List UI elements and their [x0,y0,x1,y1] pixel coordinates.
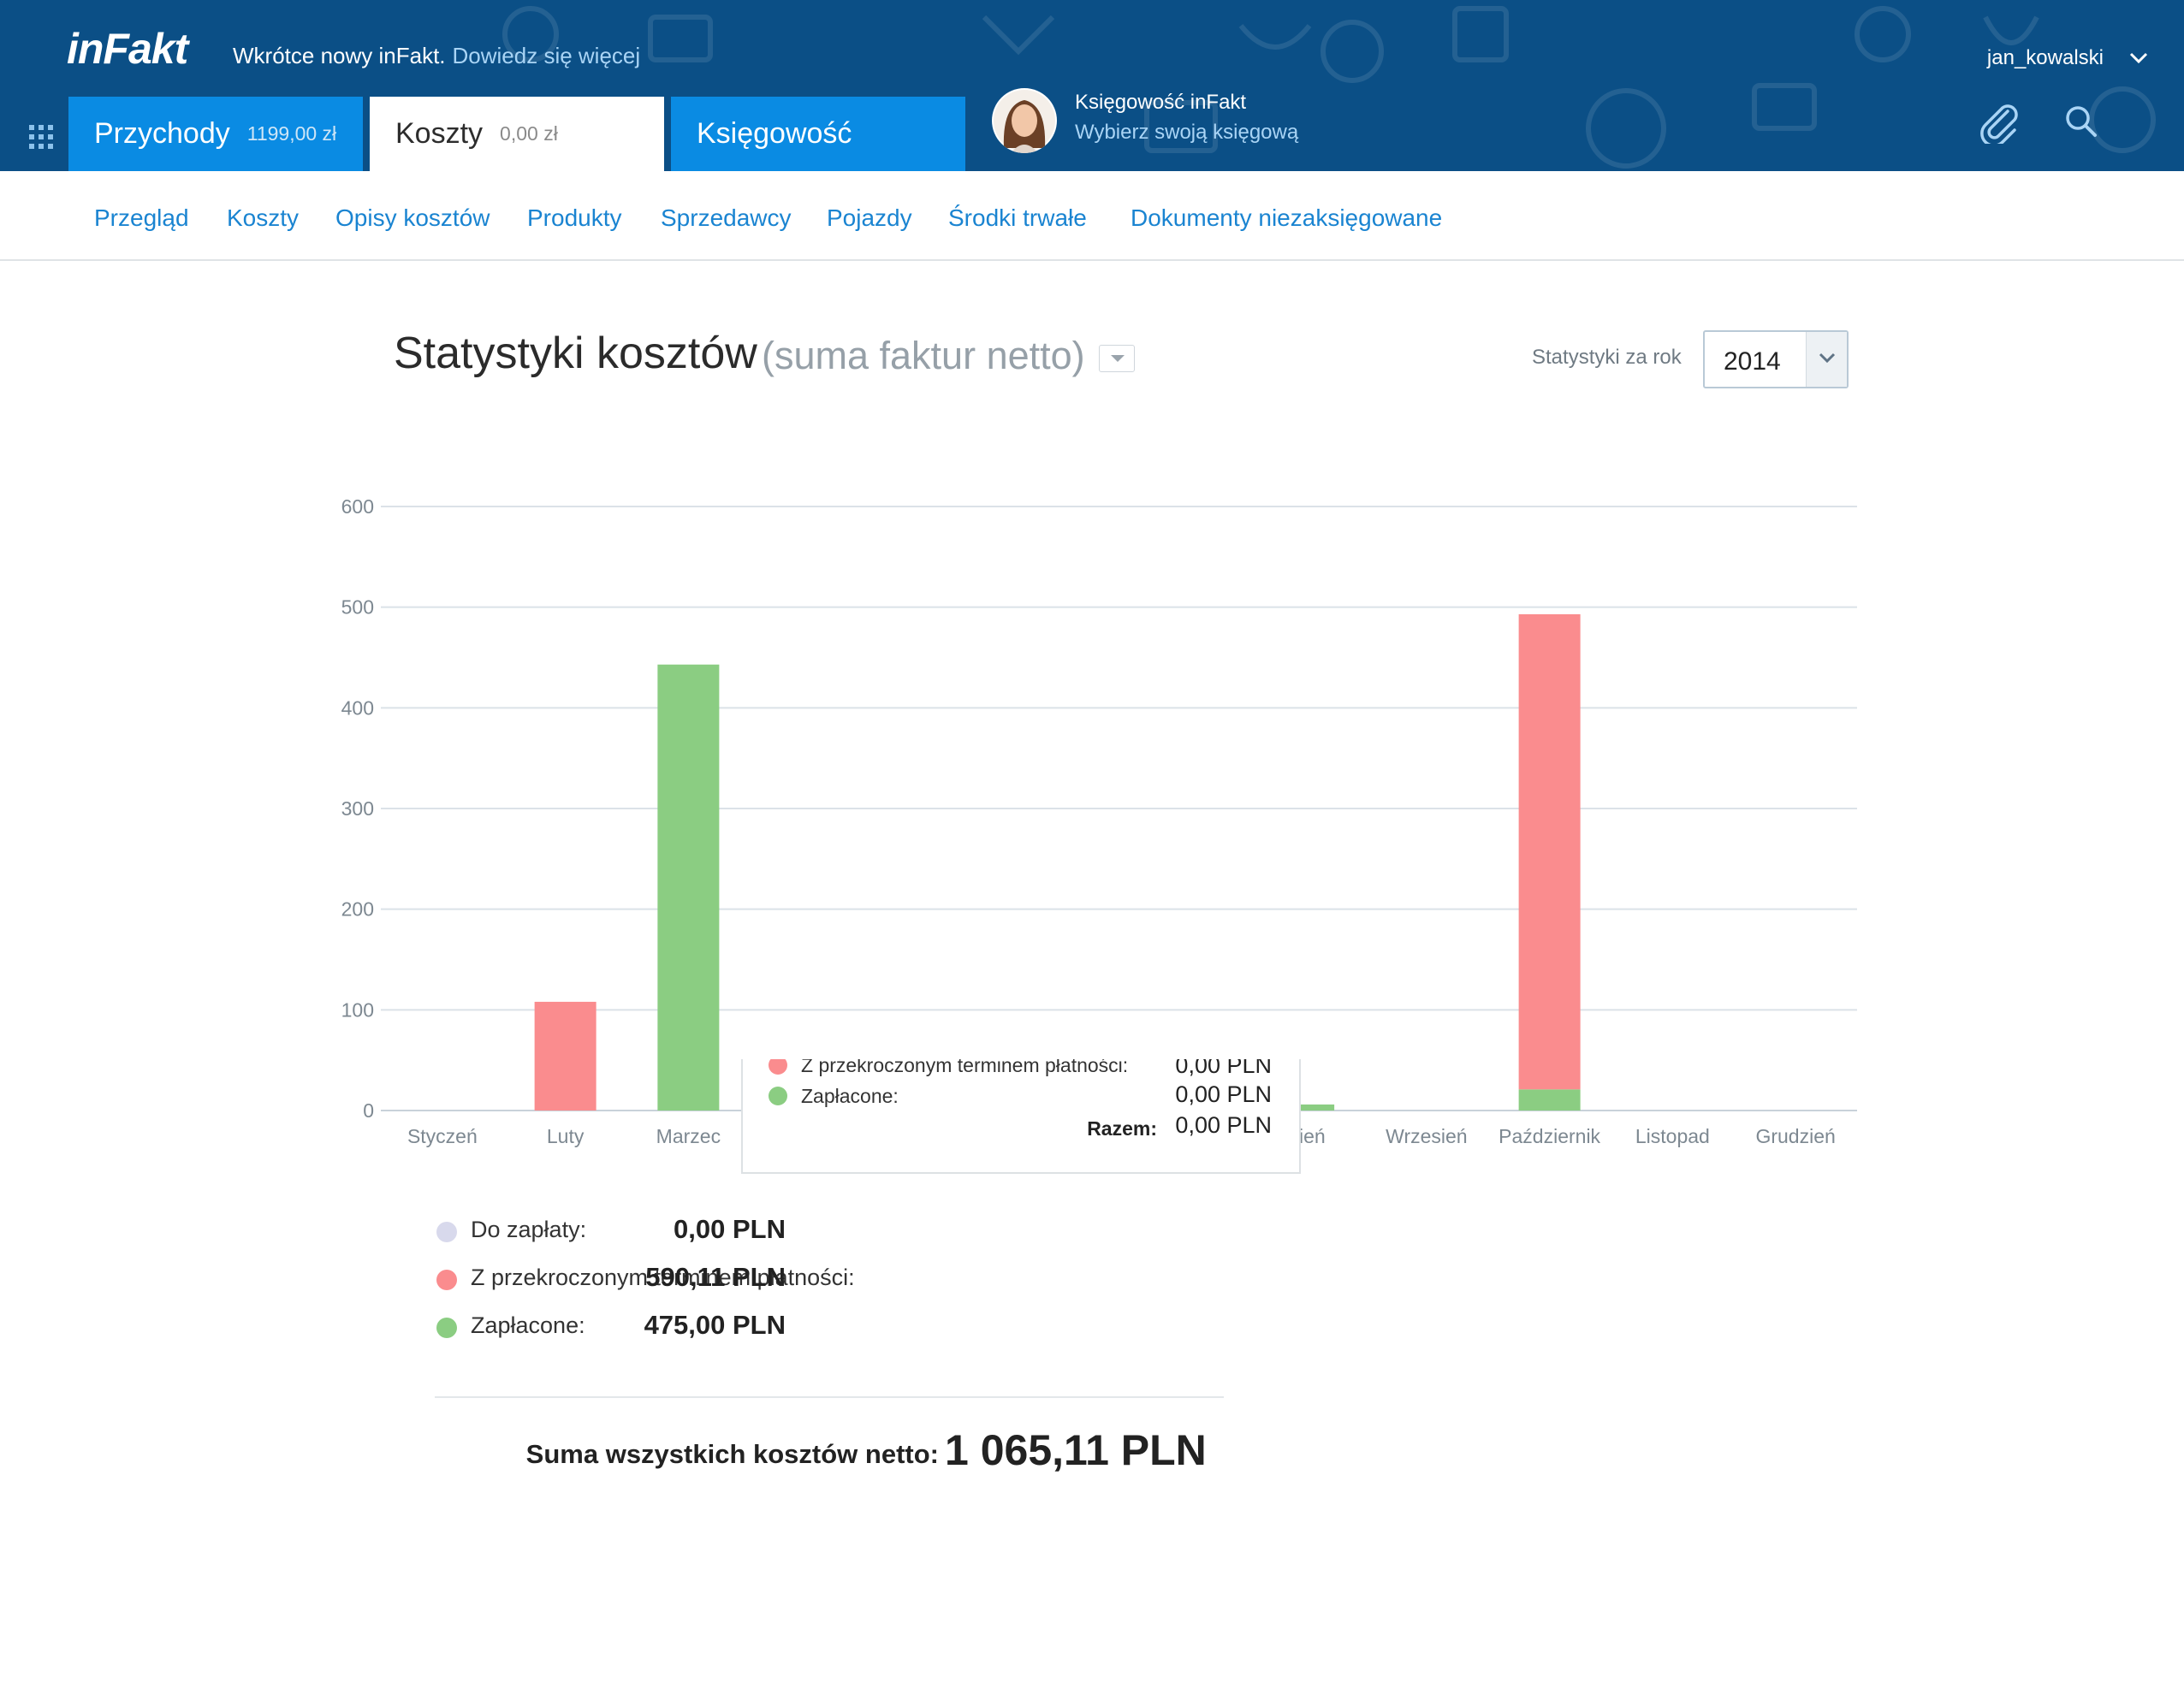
stats-type-dropdown[interactable] [1099,345,1135,372]
bar-marzec-series-2[interactable] [657,664,720,1111]
username[interactable]: jan_kowalski [1986,46,2104,69]
subnav-przeglad[interactable]: Przegląd [94,204,189,231]
bar-luty-series-1[interactable] [534,1001,596,1111]
x-tick-label: Marzec [656,1125,721,1147]
sub-navigation: Przegląd Koszty Opisy kosztów Produkty S… [0,171,2184,261]
user-menu[interactable]: jan_kowalski [1987,46,2148,70]
bar-sierpień-series-2[interactable] [1273,1104,1335,1111]
x-tick-label: Luty [547,1125,585,1147]
bar-październik-series-2[interactable] [1518,1089,1581,1111]
year-select-arrow[interactable] [1806,332,1847,387]
search-icon[interactable] [2062,103,2100,140]
caret-down-icon [1111,355,1125,362]
chart-tooltip: Z przekroczonym terminem płatności: 0,00… [741,1059,1301,1174]
x-tick-label: Listopad [1635,1125,1710,1147]
y-tick-label: 300 [341,797,374,820]
tooltip-value: 0,00 PLN [1175,1059,1272,1078]
tooltip-row-paid: Zapłacone: [769,1085,899,1108]
page-title: Statystyki kosztów [394,329,757,378]
x-tick-label: Grudzień [1755,1125,1835,1147]
tooltip-label: Z przekroczonym terminem płatności: [801,1059,1129,1076]
tooltip-row-overdue: Z przekroczonym terminem płatności: [769,1059,1128,1077]
chevron-down-icon [1819,352,1836,364]
legend-dot [436,1270,457,1290]
tab-amount: 1199,00 zł [246,122,337,145]
y-tick-label: 0 [363,1099,374,1122]
year-value: 2014 [1724,347,1781,376]
tab-label: Przychody [94,117,230,150]
tab-ksiegowosc[interactable]: Księgowość [671,97,965,171]
x-tick-label: Październik [1499,1125,1600,1147]
y-tick-label: 400 [341,696,374,719]
infakt-logo[interactable]: inFakt [67,25,188,73]
y-tick-label: 200 [341,898,374,921]
subnav-srodki-trwale[interactable]: Środki trwałe [948,204,1087,231]
legend-dot [436,1222,457,1242]
announcement-text: Wkrótce nowy inFakt. [233,43,446,68]
tooltip-label: Zapłacone: [801,1085,899,1107]
tab-label: Księgowość [697,117,852,150]
legend-label: Z przekroczonym terminem płatności: [471,1265,855,1290]
legend-row-due[interactable]: Do zapłaty: 0,00 PLN [435,1213,1205,1247]
tooltip-total-value: 0,00 PLN [1175,1112,1272,1138]
advisor-title[interactable]: Księgowość inFakt [1075,91,1247,114]
year-select[interactable]: 2014 [1703,330,1849,388]
x-tick-label: Styczeń [407,1125,478,1147]
legend-dot [769,1059,787,1075]
announcement-link[interactable]: Dowiedz się więcej [452,43,641,68]
legend-row-paid[interactable]: Zapłacone: 475,00 PLN [435,1309,1205,1343]
legend-value: 590,11 PLN [645,1262,786,1292]
total-sum-value: 1 065,11 PLN [945,1426,1207,1474]
y-tick-label: 500 [341,596,374,619]
legend-row-overdue[interactable]: Z przekroczonym terminem płatności: 590,… [435,1261,1205,1295]
legend-divider [435,1396,1224,1398]
subnav-sprzedawcy[interactable]: Sprzedawcy [661,204,792,231]
paperclip-icon[interactable] [1977,99,2021,144]
legend-label: Do zapłaty: [471,1217,587,1242]
total-sum-label: Suma wszystkich kosztów netto: [525,1439,939,1469]
tooltip-value: 0,00 PLN [1175,1081,1272,1107]
chevron-down-icon[interactable] [2129,52,2148,64]
subnav-produkty[interactable]: Produkty [527,204,622,231]
y-tick-label: 600 [341,495,374,518]
year-label: Statystyki za rok [1532,346,1682,369]
legend-dot [769,1087,787,1105]
subnav-opisy-kosztow[interactable]: Opisy kosztów [335,204,490,231]
top-header: inFakt Wkrótce nowy inFakt. Dowiedz się w… [0,0,2184,171]
bar-październik-series-1[interactable] [1518,613,1581,1090]
legend-label: Zapłacone: [471,1312,585,1338]
legend-value: 475,00 PLN [644,1310,786,1340]
tab-przychody[interactable]: Przychody 1199,00 zł [68,97,363,171]
legend-dot [436,1318,457,1338]
advisor-avatar[interactable] [992,88,1057,153]
legend-value: 0,00 PLN [674,1214,786,1244]
page-subtitle: (suma faktur netto) [762,334,1085,377]
tooltip-total-label: Razem: [1087,1117,1157,1140]
x-tick-label: Wrzesień [1386,1125,1467,1147]
subnav-pojazdy[interactable]: Pojazdy [827,204,912,231]
tab-amount: 0,00 zł [500,122,558,145]
advisor-subtitle[interactable]: Wybierz swoją księgową [1075,121,1299,144]
tab-label: Koszty [395,117,484,150]
announcement: Wkrótce nowy inFakt. Dowiedz się więcej [233,43,640,69]
subnav-dokumenty-niezaksiegowane[interactable]: Dokumenty niezaksięgowane [1131,204,1443,231]
subnav-koszty[interactable]: Koszty [227,204,300,231]
y-tick-label: 100 [341,998,374,1021]
apps-grid-icon[interactable] [29,125,53,149]
tab-koszty[interactable]: Koszty 0,00 zł [370,97,664,171]
